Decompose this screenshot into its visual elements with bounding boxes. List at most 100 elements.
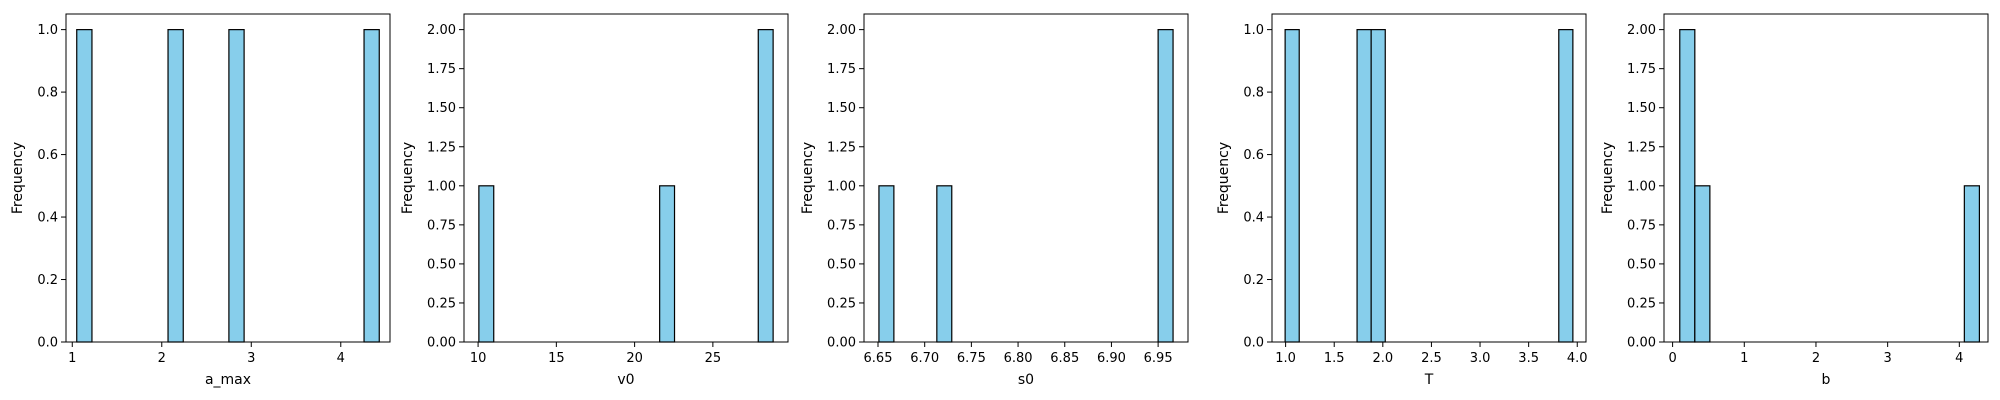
y-tick-label: 0.00 (427, 336, 456, 351)
y-tick-label: 1.00 (427, 179, 456, 194)
y-tick-label: 0.0 (1243, 336, 1264, 351)
y-tick-label: 1.25 (427, 140, 456, 155)
histogram-bar (878, 185, 895, 343)
y-tick-label: 0.25 (827, 296, 856, 311)
y-tick-label: 1.75 (427, 62, 456, 77)
y-tick-label: 0.00 (1627, 336, 1656, 351)
histogram-bar (1963, 185, 1980, 343)
histogram-bar (1356, 29, 1372, 343)
histogram-bar (167, 29, 184, 343)
y-axis-label: Frequency (1600, 142, 1616, 214)
x-axis-label: b (1822, 372, 1831, 388)
y-tick-label: 0.50 (827, 257, 856, 272)
histogram-bar (936, 185, 953, 343)
y-tick-label: 1.50 (827, 101, 856, 116)
histogram-bar (478, 185, 495, 343)
histogram-bar (1157, 29, 1174, 343)
y-tick-label: 1.25 (1627, 140, 1656, 155)
x-tick-label: 6.90 (1097, 351, 1126, 366)
y-tick-label: 0.4 (37, 211, 58, 226)
y-tick-label: 0.75 (827, 218, 856, 233)
x-tick-label: 6.75 (957, 351, 986, 366)
y-axis-label: Frequency (400, 142, 416, 214)
y-tick-label: 0.4 (1243, 211, 1264, 226)
axes-frame (1271, 13, 1587, 343)
histogram-bar (659, 185, 676, 343)
x-tick-label: 3 (1884, 351, 1892, 366)
axes-frame (863, 13, 1189, 343)
y-tick-label: 0.75 (1627, 218, 1656, 233)
histogram-panel-1: 1 2 3 4 0.0 0.2 0.4 0.6 0.8 1.0 a_max Frequency (10, 13, 391, 388)
x-axis-label: s0 (1018, 372, 1034, 388)
histogram-panel-2: 10 15 20 25 0.00 0.25 0.50 0.75 1.00 1.25 1.50 1.75… (400, 13, 789, 388)
x-tick-label: 6.80 (1004, 351, 1033, 366)
x-tick-label: 3 (247, 351, 255, 366)
y-tick-label: 1.0 (1243, 23, 1264, 38)
y-axis-label: Frequency (800, 142, 816, 214)
histogram-panel-3: 6.65 6.70 6.75 6.80 6.85 6.90 6.95 0.00 0.25 0.50… (800, 13, 1189, 388)
y-tick-label: 1.50 (427, 101, 456, 116)
y-tick-label: 0.00 (827, 336, 856, 351)
x-tick-label: 1 (1740, 351, 1748, 366)
y-tick-label: 1.75 (1627, 62, 1656, 77)
x-tick-label: 2 (158, 351, 166, 366)
histogram-bar (1284, 29, 1300, 343)
x-tick-label: 2 (1812, 351, 1820, 366)
x-tick-label: 4.0 (1567, 351, 1588, 366)
y-tick-label: 0.6 (37, 148, 58, 163)
y-tick-label: 0.75 (427, 218, 456, 233)
x-tick-label: 6.95 (1144, 351, 1173, 366)
x-tick-label: 15 (548, 351, 565, 366)
histogram-panel-5: 0 1 2 3 4 0.00 0.25 0.50 0.75 1.00 1.25 1.50 1.75 2.0… (1600, 13, 1989, 388)
histogram-bar (1679, 29, 1696, 343)
x-axis-label: T (1424, 372, 1434, 388)
y-tick-label: 1.00 (1627, 179, 1656, 194)
y-tick-label: 0.50 (1627, 257, 1656, 272)
x-tick-label: 10 (470, 351, 487, 366)
x-tick-label: 2.0 (1372, 351, 1393, 366)
y-tick-label: 2.00 (427, 23, 456, 38)
x-axis-label: a_max (205, 372, 251, 388)
y-tick-label: 0.8 (1243, 86, 1264, 101)
x-tick-label: 4 (337, 351, 345, 366)
histogram-bar (228, 29, 245, 343)
x-tick-label: 1.0 (1275, 351, 1296, 366)
y-tick-label: 0.8 (37, 86, 58, 101)
histogram-bar (1558, 29, 1574, 343)
y-tick-label: 2.00 (1627, 23, 1656, 38)
x-tick-label: 1.5 (1324, 351, 1345, 366)
x-tick-label: 2.5 (1421, 351, 1442, 366)
y-axis-label: Frequency (1216, 142, 1232, 214)
y-tick-label: 0.2 (1243, 273, 1264, 288)
x-tick-label: 6.70 (910, 351, 939, 366)
histogram-bar (1694, 185, 1711, 343)
y-tick-label: 1.50 (1627, 101, 1656, 116)
y-tick-label: 1.0 (37, 23, 58, 38)
y-tick-label: 1.00 (827, 179, 856, 194)
axes-frame (65, 13, 391, 343)
x-axis-label: v0 (617, 372, 634, 388)
x-tick-label: 6.65 (864, 351, 893, 366)
x-tick-label: 6.85 (1050, 351, 1079, 366)
x-tick-label: 3.0 (1470, 351, 1491, 366)
y-tick-label: 0.2 (37, 273, 58, 288)
y-tick-label: 0.0 (37, 336, 58, 351)
x-tick-label: 25 (705, 351, 722, 366)
y-tick-label: 0.25 (427, 296, 456, 311)
y-tick-label: 2.00 (827, 23, 856, 38)
x-tick-label: 4 (1955, 351, 1963, 366)
y-tick-label: 0.25 (1627, 296, 1656, 311)
y-tick-label: 1.75 (827, 62, 856, 77)
y-axis-label: Frequency (10, 142, 26, 214)
y-tick-label: 0.6 (1243, 148, 1264, 163)
axes-frame (1663, 13, 1989, 343)
y-tick-label: 0.50 (427, 257, 456, 272)
x-tick-label: 1 (68, 351, 76, 366)
x-tick-label: 3.5 (1518, 351, 1539, 366)
histogram-bar (1370, 29, 1386, 343)
axes-frame (463, 13, 789, 343)
x-tick-label: 20 (626, 351, 643, 366)
x-tick-label: 0 (1668, 351, 1676, 366)
histogram-panel-4: 1.0 1.5 2.0 2.5 3.0 3.5 4.0 0.0 0.2 0.4 0.6 0.8 1.0 T… (1216, 13, 1588, 388)
